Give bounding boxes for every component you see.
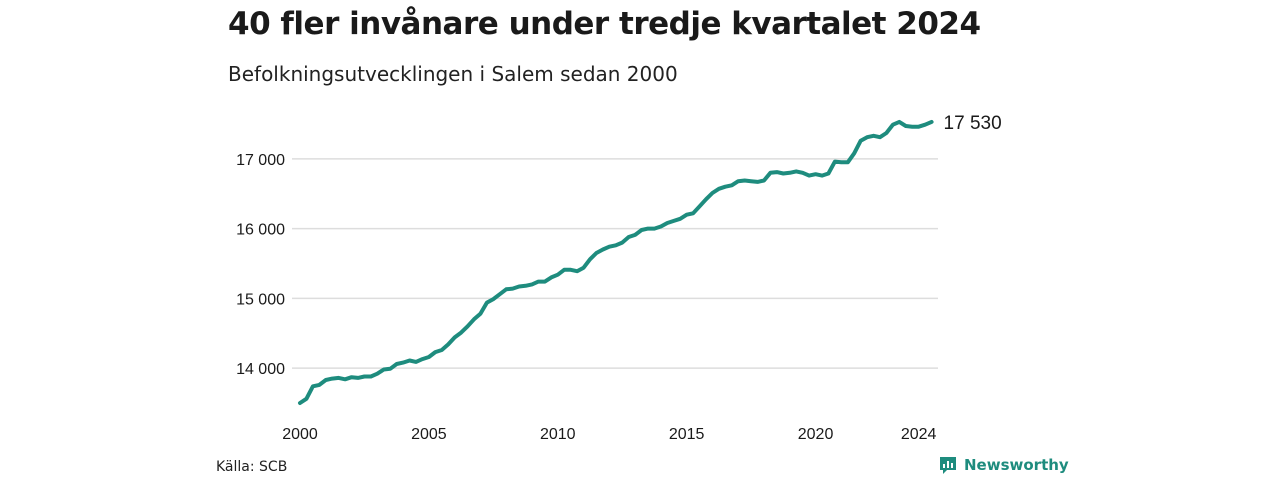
chart-subtitle: Befolkningsutvecklingen i Salem sedan 20… xyxy=(228,62,678,86)
y-tick-label: 14 000 xyxy=(236,361,285,378)
y-gridlines xyxy=(292,158,938,369)
x-tick-label: 2000 xyxy=(282,426,318,443)
x-tick-label: 2020 xyxy=(798,426,834,443)
population-line xyxy=(298,119,934,405)
brand-name: Newsworthy xyxy=(964,456,1069,474)
x-tick-label: 2024 xyxy=(901,426,937,443)
y-tick-label: 17 000 xyxy=(236,152,285,169)
x-tick-labels: 2000 2005 2010 2015 2020 2024 xyxy=(282,426,936,443)
end-value-label: 17 530 xyxy=(944,113,1002,134)
source-note: Källa: SCB xyxy=(216,459,288,475)
x-tick-label: 2005 xyxy=(411,426,447,443)
brand-logo[interactable]: Newsworthy xyxy=(938,455,1069,475)
newsworthy-logo-icon xyxy=(940,457,956,474)
y-tick-label: 16 000 xyxy=(236,222,285,239)
chart-title: 40 fler invånare under tredje kvartalet … xyxy=(228,6,981,42)
x-tick-label: 2010 xyxy=(540,426,576,443)
x-tick-label: 2015 xyxy=(669,426,705,443)
y-tick-label: 15 000 xyxy=(236,291,285,308)
y-tick-labels: 14 000 15 000 16 000 17 000 xyxy=(236,152,285,378)
